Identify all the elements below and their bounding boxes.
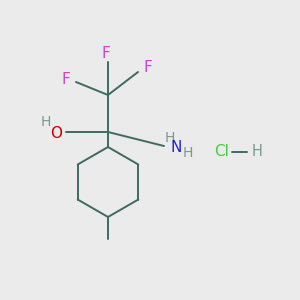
Text: H: H <box>183 146 193 160</box>
Text: H: H <box>165 131 175 145</box>
Text: F: F <box>102 46 110 62</box>
Text: O: O <box>50 127 62 142</box>
Text: H: H <box>252 145 262 160</box>
Text: Cl: Cl <box>214 145 230 160</box>
Text: F: F <box>144 59 152 74</box>
Text: N: N <box>170 140 182 155</box>
Text: F: F <box>61 73 70 88</box>
Text: H: H <box>41 115 51 129</box>
